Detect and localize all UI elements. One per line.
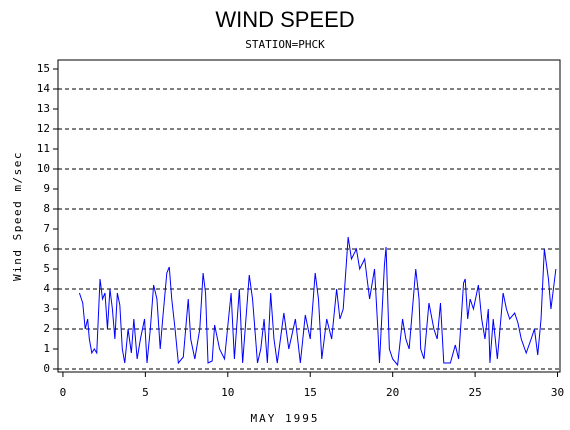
chart-title: WIND SPEED <box>215 7 354 32</box>
x-tick-label: 5 <box>142 386 149 399</box>
chart-subtitle: STATION=PHCK <box>245 38 325 51</box>
data-line <box>78 236 557 367</box>
y-tick-label: 2 <box>43 322 50 335</box>
y-tick-label: 12 <box>37 122 50 135</box>
y-tick-label: 7 <box>43 222 50 235</box>
y-tick-label: 13 <box>37 102 50 115</box>
y-tick-label: 4 <box>43 282 50 295</box>
y-tick-label: 10 <box>37 162 50 175</box>
y-tick-label: 11 <box>37 142 50 155</box>
x-tick-label: 15 <box>304 386 317 399</box>
y-tick-label: 1 <box>43 342 50 355</box>
y-tick-label: 3 <box>43 302 50 315</box>
y-axis-label: Wind Speed m/sec <box>11 151 24 281</box>
y-tick-label: 0 <box>43 362 50 375</box>
x-tick-label: 25 <box>468 386 481 399</box>
x-tick-label: 10 <box>221 386 234 399</box>
y-tick-label: 14 <box>37 82 51 95</box>
y-tick-label: 5 <box>43 262 50 275</box>
x-tick-label: 30 <box>551 386 564 399</box>
x-axis-label: MAY 1995 <box>251 412 320 425</box>
y-tick-label: 15 <box>37 62 50 75</box>
y-tick-label: 9 <box>43 182 50 195</box>
x-tick-label: 20 <box>386 386 399 399</box>
y-tick-label: 8 <box>43 202 50 215</box>
x-tick-label: 0 <box>60 386 67 399</box>
plot-frame <box>57 59 561 373</box>
y-tick-label: 6 <box>43 242 50 255</box>
